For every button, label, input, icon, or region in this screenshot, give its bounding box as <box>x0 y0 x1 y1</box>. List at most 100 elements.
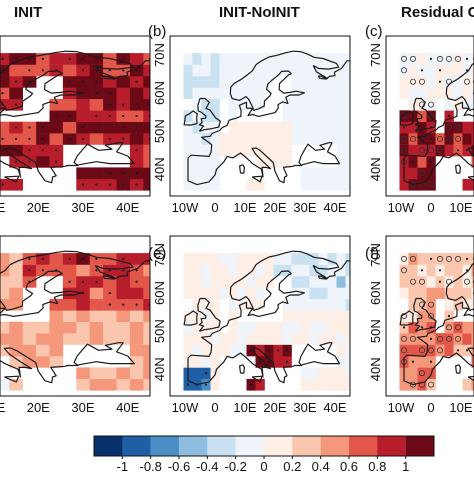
significance-dot <box>28 58 30 60</box>
grid-cell <box>301 299 310 311</box>
grid-cell <box>229 253 238 265</box>
grid-cell <box>193 53 202 65</box>
grid-cell <box>229 322 238 334</box>
grid-cell <box>427 76 436 88</box>
colorbar-tick-label: -0.8 <box>139 459 161 474</box>
significance-dot <box>42 149 44 151</box>
significance-dot <box>28 138 30 140</box>
colorbar-swatch <box>406 436 435 456</box>
grid-cell <box>9 65 23 77</box>
significance-dot <box>250 384 252 386</box>
grid-cell <box>400 276 409 288</box>
grid-cell <box>418 356 427 368</box>
lat-tick-label: 50N <box>152 319 167 343</box>
significance-dot <box>42 58 44 60</box>
grid-cell <box>283 333 292 345</box>
lon-tick-label: 20E <box>27 200 50 215</box>
grid-cell <box>445 99 454 111</box>
grid-cell <box>436 53 445 65</box>
grid-cell <box>292 299 301 311</box>
colorbar-tick-label: 0 <box>260 459 267 474</box>
grid-cell <box>0 53 10 65</box>
colorbar-tick-label: 0.6 <box>340 459 358 474</box>
grid-cell <box>9 253 23 265</box>
grid-cell <box>9 322 23 334</box>
grid-cell <box>445 322 454 334</box>
significance-dot <box>42 138 44 140</box>
grid-cell <box>319 379 328 391</box>
grid-cell <box>23 345 37 357</box>
grid-cell <box>184 276 193 288</box>
grid-cell <box>319 167 328 179</box>
grid-cell <box>427 299 436 311</box>
significance-dot <box>457 149 459 151</box>
grid-cell <box>193 333 202 345</box>
grid-cell <box>193 276 202 288</box>
grid-cell <box>310 167 319 179</box>
grid-cell <box>463 276 472 288</box>
grid-cell <box>301 379 310 391</box>
significance-dot <box>259 361 261 363</box>
significance-dot <box>42 126 44 128</box>
significance-dot <box>286 349 288 351</box>
grid-cell <box>247 53 256 65</box>
grid-cell <box>454 76 463 88</box>
grid-cell <box>211 179 220 191</box>
significance-dot <box>95 184 97 186</box>
significance-dot <box>439 69 441 71</box>
grid-cell <box>463 333 472 345</box>
grid-cell <box>283 156 292 168</box>
grid-cell <box>202 276 211 288</box>
grid-cell <box>50 310 64 322</box>
grid-cell <box>202 87 211 99</box>
grid-cell <box>301 310 310 322</box>
grid-cell <box>229 345 238 357</box>
grid-cell <box>247 133 256 145</box>
grid-cell <box>310 299 319 311</box>
grid-cell <box>130 156 144 168</box>
grid-cell <box>409 299 418 311</box>
significance-dot <box>69 281 71 283</box>
grid-cell <box>301 367 310 379</box>
grid-cell <box>117 367 131 379</box>
grid-cell <box>90 333 104 345</box>
significance-dot <box>466 58 468 60</box>
grid-cell <box>337 367 346 379</box>
grid-cell <box>292 322 301 334</box>
grid-cell <box>409 333 418 345</box>
grid-cell <box>50 333 64 345</box>
grid-cell <box>427 287 436 299</box>
significance-dot <box>28 149 30 151</box>
grid-cell <box>130 287 144 299</box>
grid-cell <box>184 333 193 345</box>
lat-tick-label: 70N <box>368 43 383 67</box>
grid-cell <box>193 167 202 179</box>
significance-dot <box>69 58 71 60</box>
significance-dot <box>136 184 138 186</box>
grid-cell <box>274 333 283 345</box>
grid-cell <box>454 333 463 345</box>
grid-cell <box>463 76 472 88</box>
grid-cell <box>50 253 64 265</box>
grid-cell <box>445 65 454 77</box>
grid-cell <box>265 65 274 77</box>
grid-cell <box>9 379 23 391</box>
grid-cell <box>454 276 463 288</box>
lon-tick-label: 0 <box>427 400 434 415</box>
grid-cell <box>301 133 310 145</box>
significance-dot <box>69 138 71 140</box>
grid-cell <box>337 179 346 191</box>
significance-dot <box>466 349 468 351</box>
colorbar-swatch <box>292 436 321 456</box>
grid-cell <box>50 356 64 368</box>
grid-cell <box>130 133 144 145</box>
grid-cell <box>265 133 274 145</box>
grid-cell <box>454 53 463 65</box>
lon-tick-label: 40E <box>116 400 139 415</box>
significance-dot <box>136 304 138 306</box>
grid-cell <box>193 156 202 168</box>
grid-cell <box>292 110 301 122</box>
significance-dot <box>286 361 288 363</box>
grid-cell <box>301 333 310 345</box>
significance-dot <box>1 92 3 94</box>
